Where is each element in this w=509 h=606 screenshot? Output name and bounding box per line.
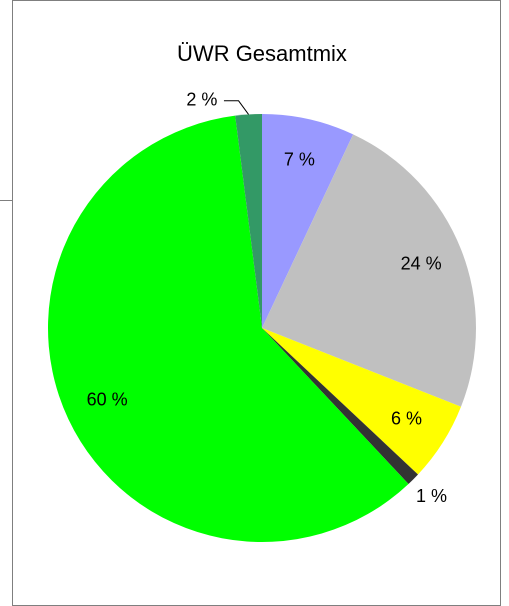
pie-slice [47,115,409,543]
pie-slice [262,134,476,407]
data-label: 60 % [87,390,128,410]
pie-slice [262,114,354,328]
data-label: 6 % [391,408,422,428]
chart-title: ÜWR Gesamtmix [177,41,347,66]
data-label: 2 % [186,90,217,110]
leader-line [223,100,249,115]
data-label: 24 % [401,254,442,274]
pie-slice [262,328,418,484]
pie-slice [235,114,262,328]
data-label: 7 % [284,150,315,170]
data-label: 1 % [416,486,447,506]
pie-slice [262,328,461,475]
